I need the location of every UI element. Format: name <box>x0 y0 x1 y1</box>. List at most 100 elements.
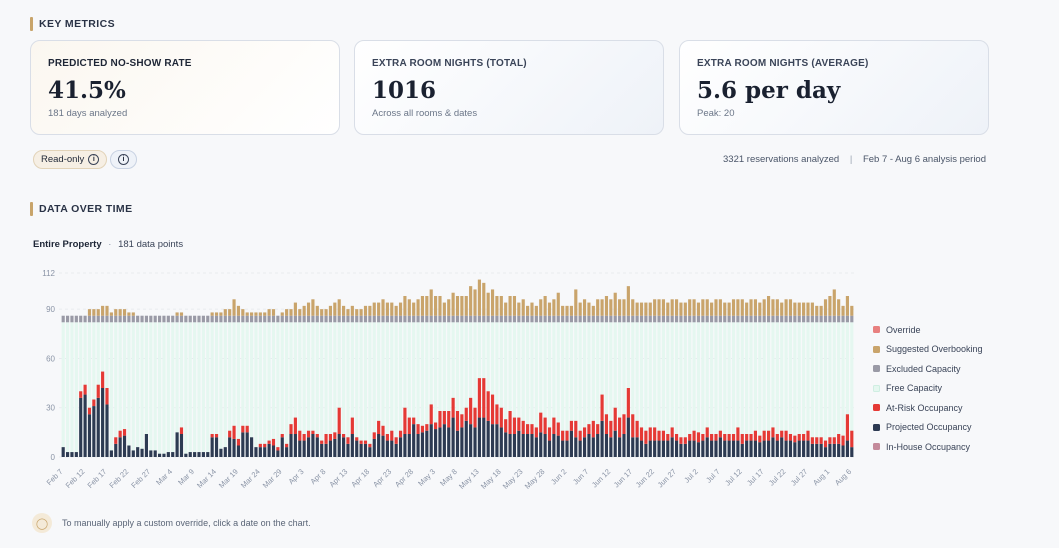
chart-bar-day[interactable] <box>788 299 793 457</box>
chart-bar-day[interactable] <box>451 292 455 457</box>
chart-bar-day[interactable] <box>289 309 293 457</box>
chart-bar-day[interactable] <box>201 315 205 457</box>
chart-bar-day[interactable] <box>517 302 521 457</box>
chart-bar-day[interactable] <box>639 302 644 457</box>
chart-bar-day[interactable] <box>333 302 337 457</box>
chart-bar-day[interactable] <box>74 315 78 457</box>
legend-excluded-capacity[interactable]: Excluded Capacity <box>873 359 983 379</box>
chart-bar-day[interactable] <box>784 299 788 457</box>
chart-bar-day[interactable] <box>390 302 394 457</box>
chart-bar-day[interactable] <box>477 279 481 457</box>
chart-bar-day[interactable] <box>442 302 446 457</box>
chart-bar-day[interactable] <box>210 312 214 457</box>
chart-bar-day[interactable] <box>604 296 609 457</box>
chart-bar-day[interactable] <box>661 299 665 457</box>
chart-bar-day[interactable] <box>534 305 538 457</box>
chart-bar-day[interactable] <box>219 312 223 457</box>
chart-bar-day[interactable] <box>565 305 569 457</box>
chart-bar-day[interactable] <box>600 299 604 457</box>
chart-bar-day[interactable] <box>241 309 245 457</box>
chart-bar-day[interactable] <box>727 302 731 457</box>
chart-bar-day[interactable] <box>355 309 359 457</box>
chart-bar-day[interactable] <box>368 305 372 457</box>
chart-bar-day[interactable] <box>136 315 140 457</box>
chart-bar-day[interactable] <box>731 299 736 457</box>
chart-bar-day[interactable] <box>569 305 573 457</box>
chart-bar-day[interactable] <box>596 299 600 457</box>
chart-bar-day[interactable] <box>425 296 429 457</box>
chart-bar-day[interactable] <box>582 299 587 457</box>
chart-bar-day[interactable] <box>828 296 832 457</box>
chart-bar-day[interactable] <box>701 299 705 457</box>
chart-bar-day[interactable] <box>171 315 175 457</box>
chart-bar-day[interactable] <box>710 302 714 457</box>
chart-bar-day[interactable] <box>385 302 389 457</box>
chart-bar-day[interactable] <box>122 309 127 457</box>
chart-bar-day[interactable] <box>775 299 779 457</box>
chart-bar-day[interactable] <box>83 315 87 457</box>
chart-bar-day[interactable] <box>101 305 105 457</box>
chart-bar-day[interactable] <box>543 296 547 457</box>
chart-bar-day[interactable] <box>464 296 468 457</box>
chart-bar-day[interactable] <box>688 299 692 457</box>
chart-bar-day[interactable] <box>315 305 319 457</box>
chart-bar-day[interactable] <box>359 309 363 457</box>
chart-bar-day[interactable] <box>539 299 543 457</box>
legend-projected-occupancy[interactable]: Projected Occupancy <box>873 418 983 438</box>
chart-bar-day[interactable] <box>670 299 674 457</box>
chart-bar-day[interactable] <box>311 299 315 457</box>
info-button[interactable]: i <box>110 150 137 169</box>
chart-bar-day[interactable] <box>815 305 819 457</box>
chart-bar-day[interactable] <box>631 299 635 457</box>
chart-bar-day[interactable] <box>618 299 622 457</box>
chart-bar-day[interactable] <box>766 296 771 457</box>
chart-bar-day[interactable] <box>657 299 661 457</box>
chart-bar-day[interactable] <box>328 305 333 457</box>
chart-bar-day[interactable] <box>674 299 679 457</box>
chart-bar-day[interactable] <box>780 302 784 457</box>
chart-bar-day[interactable] <box>228 309 232 457</box>
chart-bar-day[interactable] <box>131 312 135 457</box>
chart-bar-day[interactable] <box>320 309 324 457</box>
chart-bar-day[interactable] <box>403 296 407 457</box>
chart-bar-day[interactable] <box>644 302 648 457</box>
chart-bar-day[interactable] <box>653 299 657 457</box>
chart-bar-day[interactable] <box>740 299 744 457</box>
chart-bar-day[interactable] <box>394 305 398 457</box>
chart-bar-day[interactable] <box>342 305 346 457</box>
chart-bar-day[interactable] <box>407 299 411 457</box>
chart-bar-day[interactable] <box>65 315 70 457</box>
chart-bar-day[interactable] <box>547 302 552 457</box>
chart-bar-day[interactable] <box>683 302 687 457</box>
chart-bar-day[interactable] <box>797 302 801 457</box>
chart-bar-day[interactable] <box>745 302 749 457</box>
chart-bar-day[interactable] <box>736 299 740 457</box>
chart-bar-day[interactable] <box>350 305 354 457</box>
chart-bar-day[interactable] <box>749 299 753 457</box>
chart-bar-day[interactable] <box>140 315 144 457</box>
chart-bar-day[interactable] <box>144 315 149 457</box>
chart-bar-day[interactable] <box>153 315 157 457</box>
chart-bar-day[interactable] <box>504 302 508 457</box>
chart-bar-day[interactable] <box>578 302 582 457</box>
chart-bar-day[interactable] <box>626 286 630 457</box>
chart-bar-day[interactable] <box>127 312 131 457</box>
chart-bar-day[interactable] <box>263 312 267 457</box>
chart-bar-day[interactable] <box>609 299 613 457</box>
chart-bar-day[interactable] <box>499 296 503 457</box>
chart-bar-day[interactable] <box>819 305 823 457</box>
chart-bar-day[interactable] <box>206 315 210 457</box>
chart-bar-day[interactable] <box>622 299 626 457</box>
chart-bar-day[interactable] <box>276 315 280 457</box>
chart-bar-day[interactable] <box>648 302 652 457</box>
chart-bar-day[interactable] <box>762 299 766 457</box>
chart-bar-day[interactable] <box>236 305 241 457</box>
chart-bar-day[interactable] <box>692 299 696 457</box>
chart-bar-day[interactable] <box>223 309 227 457</box>
chart-bar-day[interactable] <box>267 309 271 457</box>
chart-bar-day[interactable] <box>438 296 442 457</box>
chart-bar-day[interactable] <box>92 309 96 457</box>
chart-bar-day[interactable] <box>850 305 854 457</box>
chart-bar-day[interactable] <box>398 302 403 457</box>
chart-bar-day[interactable] <box>79 315 83 457</box>
